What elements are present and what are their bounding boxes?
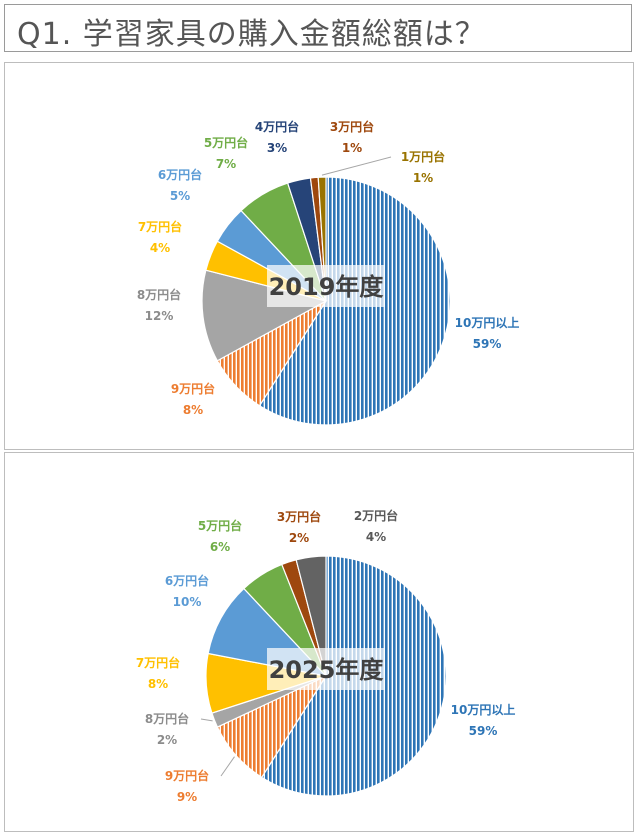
slice-label-2万円台: 2万円台	[354, 508, 398, 523]
leader-line-1万円台	[321, 156, 392, 176]
slice-percent-6万円台: 10%	[173, 595, 202, 609]
slice-label-7万円台: 7万円台	[138, 219, 182, 234]
pie-slice-2万円台	[295, 555, 327, 677]
slice-percent-9万円台: 8%	[183, 403, 203, 417]
slice-label-4万円台: 4万円台	[255, 119, 299, 134]
pie-chart-2025-svg: 10万円以上 59% 9万円台 9% 8万円台 2% 7万円台 8% 6万円台 10% 5万円台 6%…	[136, 508, 516, 804]
slice-label-8万円台: 8万円台	[137, 287, 181, 302]
slice-label-7万円台: 7万円台	[136, 655, 180, 670]
slice-label-3万円台: 3万円台	[277, 509, 321, 524]
slice-label-3万円台: 3万円台	[330, 119, 374, 134]
question-header: Q1. 学習家具の購入金額総額は？	[4, 4, 632, 52]
leader-line-8万円台	[200, 718, 213, 722]
slice-label-10万円以上: 10万円以上	[455, 315, 520, 330]
chart-title: 2025年度	[269, 656, 385, 684]
slice-label-5万円台: 5万円台	[198, 518, 242, 533]
slice-percent-5万円台: 7%	[216, 157, 236, 171]
slice-percent-3万円台: 1%	[342, 141, 362, 155]
slice-percent-7万円台: 8%	[148, 677, 168, 691]
chart-title-backdrop	[267, 265, 385, 307]
slice-percent-5万円台: 6%	[210, 540, 230, 554]
slice-percent-8万円台: 2%	[157, 733, 177, 747]
pie-chart-2025: 10万円以上 59% 9万円台 9% 8万円台 2% 7万円台 8% 6万円台 10% 5万円台 6%…	[4, 452, 634, 832]
slice-percent-9万円台: 9%	[177, 790, 197, 804]
slice-label-9万円台: 9万円台	[171, 381, 215, 396]
slice-percent-4万円台: 3%	[267, 141, 287, 155]
slice-label-10万円以上: 10万円以上	[451, 702, 516, 717]
slice-percent-7万円台: 4%	[150, 241, 170, 255]
pie-chart-2019-svg: 10万円以上 59% 9万円台 8% 8万円台 12% 7万円台 4% 6万円台 5% 5万円台 7%…	[137, 119, 520, 426]
slice-percent-3万円台: 2%	[289, 531, 309, 545]
slice-percent-6万円台: 5%	[170, 189, 190, 203]
question-title: Q1. 学習家具の購入金額総額は？	[17, 17, 486, 52]
chart-title: 2019年度	[269, 273, 385, 301]
slice-percent-8万円台: 12%	[145, 309, 174, 323]
pie-chart-2019: 10万円以上 59% 9万円台 8% 8万円台 12% 7万円台 4% 6万円台 5% 5万円台 7%…	[4, 62, 634, 450]
slice-label-6万円台: 6万円台	[158, 167, 202, 182]
slice-label-5万円台: 5万円台	[204, 135, 248, 150]
slice-label-1万円台: 1万円台	[401, 149, 445, 164]
slice-percent-10万円以上: 59%	[473, 337, 502, 351]
pie-slice-8万円台	[201, 269, 328, 362]
slice-label-9万円台: 9万円台	[165, 768, 209, 783]
slice-label-6万円台: 6万円台	[165, 573, 209, 588]
slice-percent-10万円以上: 59%	[469, 724, 498, 738]
chart-title-backdrop	[267, 648, 385, 690]
leader-line-9万円台	[220, 756, 235, 777]
slice-label-8万円台: 8万円台	[145, 711, 189, 726]
slice-percent-1万円台: 1%	[413, 171, 433, 185]
slice-percent-2万円台: 4%	[366, 530, 386, 544]
